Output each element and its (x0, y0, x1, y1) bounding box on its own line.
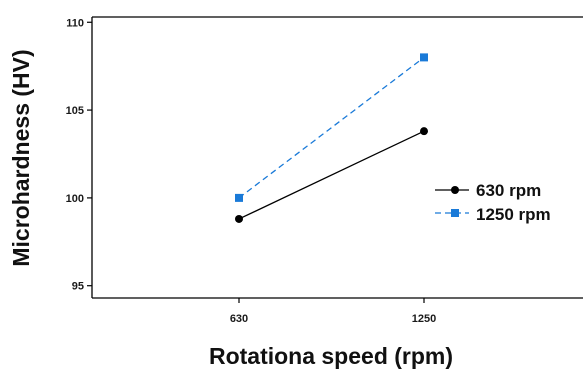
series (235, 53, 428, 223)
data-point-1250-rpm (235, 193, 243, 202)
data-point-630-rpm (235, 214, 243, 223)
series-line-630-rpm (238, 130, 425, 220)
legend: 630 rpm 1250 rpm (435, 181, 551, 224)
y-ticks: 95 100 105 110 (66, 17, 92, 293)
legend-marker-630-rpm (451, 186, 459, 194)
y-tick-label: 95 (72, 281, 84, 293)
y-tick-label: 110 (66, 17, 84, 29)
y-axis-title: Microhardness (HV) (8, 49, 34, 266)
legend-label-630-rpm: 630 rpm (476, 181, 541, 200)
x-axis-title: Rotationa speed (rpm) (209, 343, 453, 369)
x-ticks: 630 1250 (230, 298, 436, 325)
x-tick-label: 630 (230, 313, 248, 325)
y-tick-label: 100 (66, 193, 84, 205)
legend-marker-1250-rpm (451, 209, 459, 217)
data-point-1250-rpm (420, 53, 428, 62)
x-tick-label: 1250 (412, 313, 436, 325)
data-point-630-rpm (420, 127, 428, 136)
y-tick-label: 105 (66, 105, 84, 117)
legend-label-1250-rpm: 1250 rpm (476, 205, 551, 224)
axes (91, 16, 583, 299)
series-line-1250-rpm (238, 56, 425, 199)
